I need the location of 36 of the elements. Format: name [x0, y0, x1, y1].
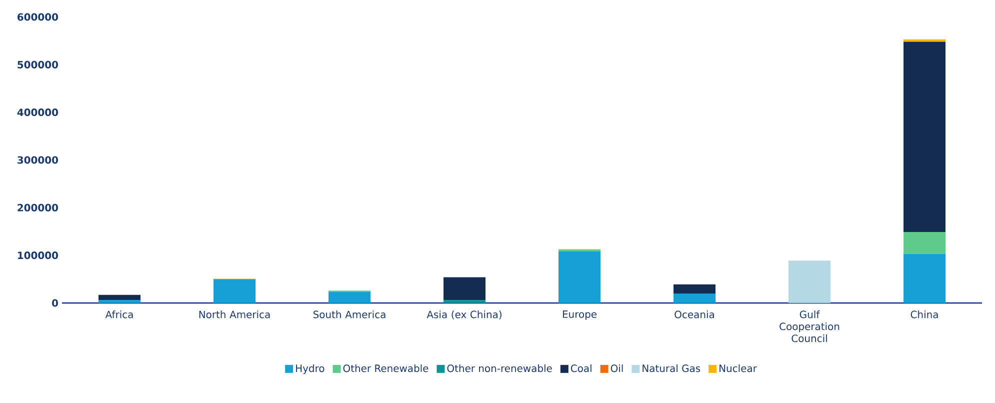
- x-tick-label: Oceania: [674, 310, 714, 318]
- y-tick-label: 400000: [17, 108, 58, 116]
- bar: [904, 39, 946, 42]
- bar: [444, 277, 486, 300]
- x-tick-label: North America: [199, 310, 270, 318]
- legend-label: Other Renewable: [343, 364, 428, 372]
- legend-label: Natural Gas: [642, 364, 700, 372]
- bar: [904, 42, 946, 232]
- legend-label: Hydro: [296, 364, 324, 374]
- x-tick-label: Gulf Cooperation Council: [780, 310, 840, 342]
- bar: [444, 300, 486, 303]
- y-tick-label: 600000: [18, 13, 58, 21]
- legend-label: Coal: [570, 364, 592, 372]
- bar: [558, 252, 601, 303]
- bar: [788, 260, 831, 303]
- x-tick-label: Asia (ex China): [426, 310, 502, 320]
- y-tick-label: 100000: [18, 252, 58, 260]
- y-tick-label: 500000: [18, 60, 58, 68]
- legend-label: Nuclear: [720, 364, 757, 372]
- x-tick-label: Europe: [562, 310, 597, 320]
- x-tick-label: Africa: [105, 310, 133, 318]
- bar: [904, 232, 946, 254]
- bar: [214, 279, 256, 303]
- legend-label: Other non-renewable: [447, 364, 552, 372]
- bar: [328, 292, 371, 303]
- y-tick-label: 300000: [18, 156, 58, 164]
- bar: [674, 293, 716, 303]
- legend-label: Oil: [610, 364, 623, 372]
- y-tick-label: 0: [52, 299, 58, 307]
- bar: [98, 300, 140, 303]
- x-tick-label: China: [910, 310, 938, 318]
- bar: [904, 254, 946, 303]
- bar: [674, 284, 716, 294]
- y-tick-label: 200000: [18, 204, 58, 212]
- x-tick-label: South America: [313, 310, 386, 318]
- bar: [98, 294, 140, 300]
